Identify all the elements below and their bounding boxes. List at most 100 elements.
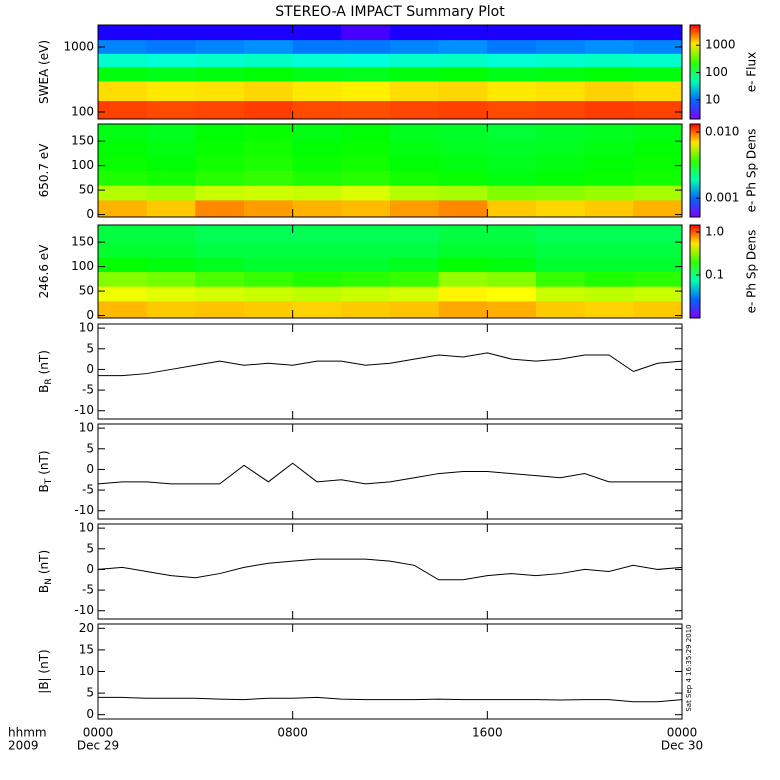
y-tick-label: 100 bbox=[71, 104, 94, 118]
heatmap-cell bbox=[195, 225, 245, 243]
y-tick-label: 0 bbox=[86, 308, 94, 322]
heatmap-cell bbox=[341, 170, 391, 186]
heatmap-cell bbox=[98, 25, 148, 41]
y-label-main: |B| (nT) bbox=[37, 649, 51, 693]
heatmap-cell bbox=[633, 225, 682, 243]
y-label-unit: (nT) bbox=[37, 350, 51, 374]
heatmap-cell bbox=[633, 155, 682, 171]
heatmap-cell bbox=[487, 170, 537, 186]
y-tick-label: 150 bbox=[71, 134, 94, 148]
heatmap-cell bbox=[633, 80, 682, 102]
heatmap-cell bbox=[584, 170, 634, 186]
heatmap-cell bbox=[195, 170, 245, 186]
plot-area bbox=[98, 462, 682, 485]
heatmap-cell bbox=[633, 256, 682, 272]
y-label-unit: (nT) bbox=[37, 550, 51, 574]
heatmap-cell bbox=[390, 66, 440, 82]
heatmap-cell bbox=[487, 25, 537, 41]
plot-area bbox=[98, 25, 682, 119]
heatmap-cell bbox=[390, 286, 440, 302]
heatmap-cell bbox=[633, 66, 682, 82]
timestamp: Sat Sep 4 16:35:29 2010 bbox=[685, 624, 693, 711]
heatmap-cell bbox=[341, 39, 391, 54]
heatmap-cell bbox=[292, 25, 342, 41]
heatmap-cell bbox=[584, 271, 634, 287]
frame bbox=[97, 224, 683, 319]
heatmap-cell bbox=[536, 80, 586, 102]
heatmap-cell bbox=[390, 271, 440, 287]
heatmap-cell bbox=[438, 242, 488, 258]
x-row-label: hhmm bbox=[8, 726, 47, 740]
heatmap-cell bbox=[195, 199, 245, 217]
y-tick-label: -5 bbox=[82, 583, 94, 597]
heatmap-cell bbox=[487, 271, 537, 287]
heatmap-cell bbox=[438, 25, 488, 41]
heatmap-cell bbox=[244, 100, 294, 119]
heatmap-cell bbox=[244, 242, 294, 258]
plot-area bbox=[98, 696, 682, 703]
heatmap-cell bbox=[487, 141, 537, 157]
heatmap-cell bbox=[584, 80, 634, 102]
heatmap-cell bbox=[195, 100, 245, 119]
heatmap-cell bbox=[244, 300, 294, 318]
y-tick-label: 0 bbox=[86, 462, 94, 476]
y-label-main: B bbox=[37, 585, 51, 593]
heatmap-cell bbox=[341, 124, 391, 142]
colorbar-tick-label: 100 bbox=[705, 65, 728, 79]
heatmap-cell bbox=[146, 256, 196, 272]
y-tick-label: 100 bbox=[71, 158, 94, 172]
heatmap-cell bbox=[98, 225, 148, 243]
heatmap-cell bbox=[536, 39, 586, 54]
heatmap-cell bbox=[633, 141, 682, 157]
y-tick-label: 5 bbox=[86, 441, 94, 455]
heatmap-cell bbox=[146, 242, 196, 258]
y-axis-label: BN (nT) bbox=[37, 550, 54, 593]
x-row-label: 2009 bbox=[8, 739, 39, 753]
heatmap-cell bbox=[146, 155, 196, 171]
plot-area bbox=[98, 558, 682, 581]
heatmap-cell bbox=[438, 199, 488, 217]
heatmap-cell bbox=[438, 39, 488, 54]
colorbar bbox=[689, 123, 701, 218]
heatmap-cell bbox=[633, 185, 682, 201]
heatmap-cell bbox=[438, 286, 488, 302]
y-tick-label: -10 bbox=[74, 503, 94, 517]
heatmap-cell bbox=[146, 100, 196, 119]
x-tick-label: 0800 bbox=[277, 726, 308, 740]
heatmap-cell bbox=[341, 271, 391, 287]
heatmap-cell bbox=[244, 185, 294, 201]
heatmap-cell bbox=[195, 185, 245, 201]
heatmap-cell bbox=[633, 124, 682, 142]
colorbar bbox=[689, 224, 701, 319]
y-label-main: B bbox=[37, 385, 51, 393]
heatmap-cell bbox=[390, 39, 440, 54]
heatmap-cell bbox=[146, 300, 196, 318]
heatmap-cell bbox=[487, 185, 537, 201]
heatmap-cell bbox=[536, 124, 586, 142]
heatmap-cell bbox=[390, 199, 440, 217]
y-axis-label: BR (nT) bbox=[37, 350, 54, 393]
heatmap-cell bbox=[244, 39, 294, 54]
heatmap-cell bbox=[244, 25, 294, 41]
y-tick-label: 20 bbox=[79, 621, 94, 635]
heatmap-cell bbox=[244, 124, 294, 142]
heatmap-cell bbox=[487, 124, 537, 142]
heatmap-cell bbox=[390, 141, 440, 157]
heatmap-cell bbox=[146, 66, 196, 82]
colorbar-label: e- Ph Sp Dens bbox=[745, 230, 759, 314]
x-tick-label: 0000 bbox=[83, 726, 114, 740]
plot-area bbox=[98, 225, 682, 318]
y-tick-label: -5 bbox=[82, 483, 94, 497]
line bbox=[98, 558, 682, 581]
y-label-main: SWEA (eV) bbox=[37, 40, 51, 104]
heatmap-cell bbox=[536, 185, 586, 201]
heatmap-cell bbox=[633, 271, 682, 287]
heatmap-cell bbox=[98, 185, 148, 201]
heatmap-cell bbox=[536, 271, 586, 287]
colorbar-label: e- Flux bbox=[745, 52, 759, 92]
y-tick-label: 10 bbox=[79, 664, 94, 678]
heatmap-cell bbox=[390, 53, 440, 68]
heatmap-cell bbox=[633, 199, 682, 217]
heatmap-cell bbox=[341, 100, 391, 119]
y-label-main: 246.6 eV bbox=[37, 244, 51, 299]
